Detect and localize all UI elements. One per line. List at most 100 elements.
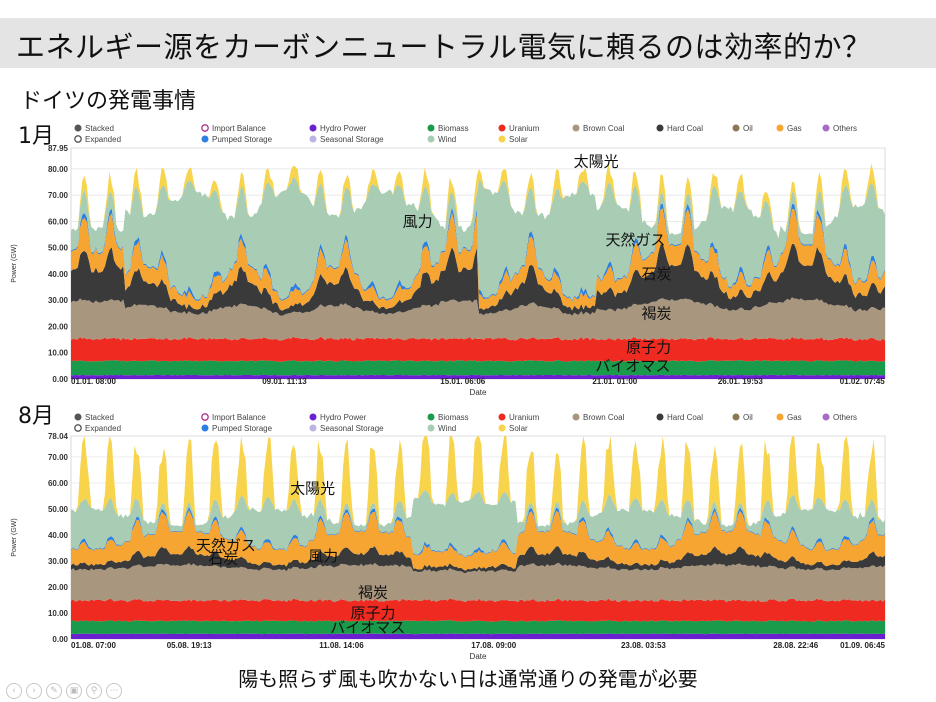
area-series-pumped-storage [71,203,885,302]
y-tick-label: 78.04 [48,432,69,441]
area-series-gas [71,208,885,311]
legend-marker-hard-coal [656,124,664,132]
x-tick-label: 05.08. 19:13 [167,641,212,650]
legend-label-expanded: Expanded [85,135,121,144]
legend-marker-oil [732,413,740,421]
y-tick-label: 10.00 [48,609,69,618]
area-series-biomass [71,620,885,635]
annotation-brown-coal: 褐炭 [642,305,672,323]
x-axis-label: Date [470,388,487,397]
y-tick-label: 30.00 [48,557,69,566]
legend-marker-uranium [498,413,506,421]
legend-label-stacked: Stacked [85,124,114,133]
annotation-gas: 天然ガス [196,537,256,555]
legend-marker-biomass [427,124,435,132]
zoom-icon[interactable]: ⚲ [86,683,102,699]
legend-marker-seasonal-storage [309,135,317,143]
area-series-hydro-power [71,633,885,639]
next-icon[interactable]: › [26,683,42,699]
legend-label-solar: Solar [509,135,528,144]
area-series-solar [71,162,885,239]
legend-label-brown-coal: Brown Coal [583,413,625,422]
legend-marker-others [822,413,830,421]
y-tick-label: 40.00 [48,531,69,540]
y-tick-label: 50.00 [48,244,69,253]
legend-label-wind: Wind [438,424,456,433]
legend-marker-biomass [427,413,435,421]
annotation-biomass: バイオマス [595,357,670,375]
area-series-gas [71,510,885,571]
legend-label-solar: Solar [509,424,528,433]
annotation-brown-coal: 褐炭 [358,583,388,601]
y-tick-label: 60.00 [48,479,69,488]
legend-label-gas: Gas [787,413,802,422]
legend-marker-gas [776,124,784,132]
legend-label-import-balance: Import Balance [212,413,266,422]
legend-marker-import-balance [201,124,209,132]
y-tick-label: 87.95 [48,144,69,153]
x-tick-label: 15.01. 06:06 [440,377,485,386]
area-series-hydro-power [71,374,885,379]
y-axis-label: Power (GW) [11,518,18,557]
annotation-gas: 天然ガス [606,231,666,249]
x-tick-label: 26.01. 19:53 [718,377,763,386]
x-tick-label: 01.09. 06:45 [840,641,885,650]
legend-marker-others [822,124,830,132]
y-tick-label: 30.00 [48,296,69,305]
x-tick-label: 21.01. 01:00 [592,377,637,386]
legend-label-import-balance: Import Balance [212,124,266,133]
legend-marker-expanded [74,135,82,143]
slide-title: エネルギー源をカーボンニュートラル電気に頼るのは効率的か？ [16,30,872,64]
area-series-brown-coal [71,562,885,603]
annotation-wind: 風力 [308,547,338,565]
slide-subtitle: ドイツの発電事情 [20,89,197,114]
more-icon[interactable]: ⋯ [106,683,122,699]
legend-marker-gas [776,413,784,421]
x-tick-label: 11.08. 14:06 [319,641,364,650]
x-tick-label: 17.08. 09:00 [471,641,516,650]
y-tick-label: 20.00 [48,583,69,592]
y-tick-label: 50.00 [48,505,69,514]
annotation-solar: 太陽光 [574,152,619,170]
y-tick-label: 0.00 [52,375,68,384]
legend-label-stacked: Stacked [85,413,114,422]
x-tick-label: 01.01. 08:00 [71,377,116,386]
legend-label-biomass: Biomass [438,413,469,422]
legend-marker-uranium [498,124,506,132]
x-axis-label: Date [470,652,487,661]
legend-marker-expanded [74,424,82,432]
previous-icon[interactable]: ‹ [6,683,22,699]
legend-marker-solar [498,424,506,432]
area-series-hard-coal [71,545,885,574]
annotation-wind: 風力 [403,213,433,231]
annotation-hard-coal: 石炭 [208,550,238,568]
legend-label-hydro-power: Hydro Power [320,413,367,422]
legend-label-wind: Wind [438,135,456,144]
legend-marker-wind [427,424,435,432]
area-series-brown-coal [71,297,885,341]
area-series-solar [71,436,885,527]
legend-marker-hard-coal [656,413,664,421]
legend-label-uranium: Uranium [509,124,540,133]
y-tick-label: 10.00 [48,349,69,358]
y-tick-label: 80.00 [48,165,69,174]
slide-footer: 陽も照らず風も吹かない日は通常通りの発電が必要 [238,667,698,691]
annotation-solar: 太陽光 [290,479,335,497]
title-bar [0,18,936,68]
legend-marker-hydro-power [309,413,317,421]
legend-marker-stacked [74,124,82,132]
annotation-biomass: バイオマス [330,618,405,636]
pen-icon[interactable]: ✎ [46,683,62,699]
y-tick-label: 40.00 [48,270,69,279]
legend-marker-brown-coal [572,413,580,421]
y-tick-label: 70.00 [48,191,69,200]
chart-month-label-jan: 1月 [18,124,54,149]
legend-label-expanded: Expanded [85,424,121,433]
legend-label-hard-coal: Hard Coal [667,413,703,422]
y-tick-label: 20.00 [48,322,69,331]
slides-icon[interactable]: ▣ [66,683,82,699]
area-series-wind [71,176,885,301]
annotation-hard-coal: 石炭 [642,265,672,283]
annotation-uranium: 原子力 [626,339,671,357]
